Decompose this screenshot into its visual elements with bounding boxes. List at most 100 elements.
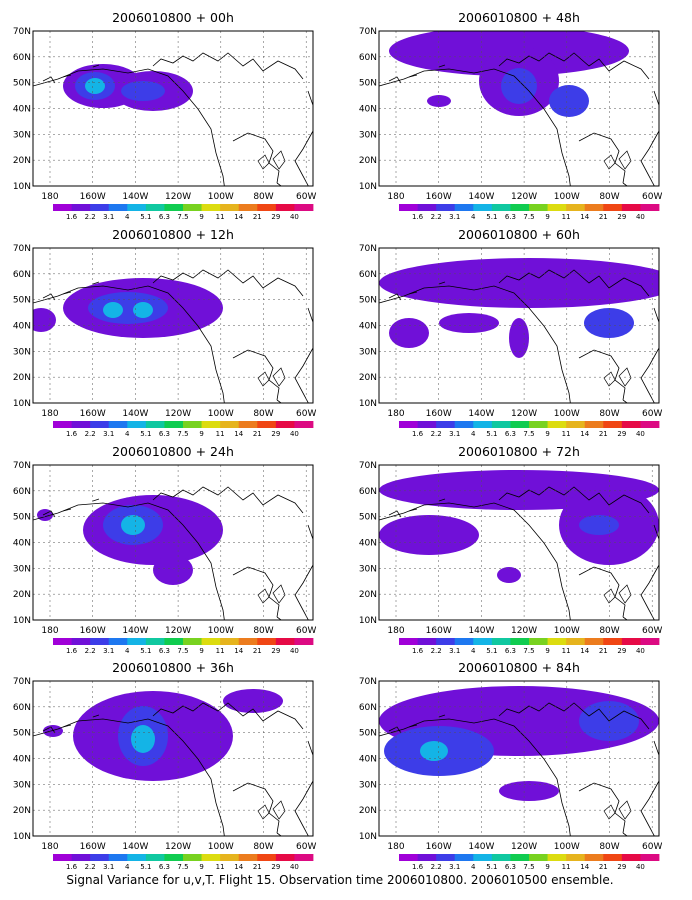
variance-field <box>33 269 313 403</box>
lon-tick-label: 140W <box>122 192 148 202</box>
lon-tick-label: 180 <box>41 192 58 202</box>
colorbar-swatch <box>603 638 623 645</box>
colorbar: 1.6 2.2 3.1 4 5.1 6.3 7.5 9 11 14 21 29 40 <box>399 854 660 871</box>
colorbar-label: 1.6 <box>66 430 78 438</box>
colorbar: 1.6 2.2 3.1 4 5.1 6.3 7.5 9 11 14 21 29 40 <box>53 638 314 655</box>
colorbar-swatch <box>566 638 586 645</box>
lat-tick-label: 20N <box>13 590 31 600</box>
colorbar-label: 5.1 <box>140 647 151 655</box>
colorbar-swatch <box>127 204 147 211</box>
variance-field <box>33 486 313 620</box>
panel-title: 2006010800 + 60h <box>458 227 580 242</box>
colorbar-label: 40 <box>290 430 299 438</box>
colorbar-swatch <box>491 421 511 428</box>
panel-title: 2006010800 + 36h <box>112 660 234 675</box>
colorbar-swatch <box>238 638 258 645</box>
colorbar-swatch <box>584 854 604 861</box>
colorbar: 1.6 2.2 3.1 4 5.1 6.3 7.5 9 11 14 21 29 40 <box>53 421 314 438</box>
lon-tick-label: 80W <box>599 409 619 419</box>
colorbar-label: 5.1 <box>140 430 151 438</box>
colorbar-label: 9 <box>545 430 549 438</box>
colorbar-label: 5.1 <box>486 647 497 655</box>
colorbar-swatch <box>603 421 623 428</box>
variance-field <box>379 470 659 620</box>
colorbar-label: 2.2 <box>431 863 442 871</box>
graticule <box>33 465 313 620</box>
colorbar-swatch <box>90 421 110 428</box>
colorbar-label: 9 <box>545 213 549 221</box>
panel-title: 2006010800 + 72h <box>458 444 580 459</box>
colorbar-label: 11 <box>216 863 225 871</box>
colorbar-swatch <box>473 421 493 428</box>
lat-tick-label: 70N <box>359 27 377 37</box>
colorbar-label: 3.1 <box>103 213 114 221</box>
panel-title: 2006010800 + 12h <box>112 227 234 242</box>
colorbar-label: 9 <box>199 430 203 438</box>
colorbar-label: 21 <box>599 647 608 655</box>
variance-contour <box>427 95 451 107</box>
colorbar-label: 21 <box>253 647 262 655</box>
colorbar-label: 6.3 <box>159 430 170 438</box>
variance-contour <box>501 68 537 104</box>
colorbar-swatch <box>529 421 548 428</box>
colorbar-swatch <box>127 638 147 645</box>
colorbar-swatch <box>399 638 418 645</box>
lat-tick-label: 40N <box>13 105 31 115</box>
colorbar-swatch <box>436 204 456 211</box>
lon-tick-label: 120W <box>165 192 191 202</box>
colorbar-label: 2.2 <box>85 647 96 655</box>
colorbar-label: 3.1 <box>449 213 460 221</box>
graticule <box>379 31 659 186</box>
colorbar-label: 1.6 <box>412 647 424 655</box>
colorbar-label: 6.3 <box>159 863 170 871</box>
lon-tick-label: 120W <box>165 409 191 419</box>
colorbar-swatch <box>53 204 72 211</box>
lat-tick-label: 40N <box>13 755 31 765</box>
colorbar-swatch <box>584 638 604 645</box>
map-frame <box>32 247 314 404</box>
lat-tick-label: 20N <box>359 590 377 600</box>
colorbar-swatch <box>220 854 240 861</box>
colorbar-swatch <box>71 854 91 861</box>
lon-tick-label: 100W <box>208 192 234 202</box>
colorbar-label: 2.2 <box>431 213 442 221</box>
colorbar-swatch <box>108 421 128 428</box>
colorbar-swatch <box>275 638 295 645</box>
lon-tick-label: 100W <box>554 409 580 419</box>
lon-tick-label: 140W <box>468 192 494 202</box>
lon-tick-label: 160W <box>426 842 452 852</box>
colorbar-swatch <box>454 421 474 428</box>
colorbar-swatch <box>529 204 548 211</box>
colorbar-label: 9 <box>199 863 203 871</box>
colorbar-label: 3.1 <box>449 863 460 871</box>
lon-tick-label: 60W <box>296 409 316 419</box>
colorbar-swatch <box>454 638 474 645</box>
lat-tick-label: 70N <box>13 461 31 471</box>
colorbar-label: 9 <box>545 863 549 871</box>
colorbar-swatch <box>257 204 277 211</box>
colorbar-label: 5.1 <box>486 863 497 871</box>
lon-tick-label: 120W <box>511 842 537 852</box>
colorbar-swatch <box>90 638 110 645</box>
colorbar-swatch <box>220 638 240 645</box>
lon-tick-label: 160W <box>80 626 106 636</box>
colorbar-swatch <box>53 638 72 645</box>
lat-tick-label: 60N <box>359 703 377 713</box>
lat-tick-label: 50N <box>359 729 377 739</box>
variance-contour <box>85 78 105 94</box>
variance-contour <box>499 781 559 801</box>
map-panel: 2006010800 + 60h 10N 20N 30N 40N 50N 60N 70N 180… <box>359 227 663 438</box>
colorbar-swatch <box>566 854 586 861</box>
lon-tick-label: 160W <box>80 409 106 419</box>
graticule <box>33 681 313 836</box>
variance-field <box>379 686 659 836</box>
colorbar-swatch <box>417 638 437 645</box>
graticule <box>379 465 659 620</box>
colorbar-swatch <box>90 204 110 211</box>
colorbar-swatch <box>53 421 72 428</box>
lon-tick-label: 180 <box>41 626 58 636</box>
colorbar-swatch <box>621 854 641 861</box>
lon-tick-label: 140W <box>468 842 494 852</box>
lon-tick-label: 60W <box>296 626 316 636</box>
lat-tick-label: 70N <box>13 677 31 687</box>
